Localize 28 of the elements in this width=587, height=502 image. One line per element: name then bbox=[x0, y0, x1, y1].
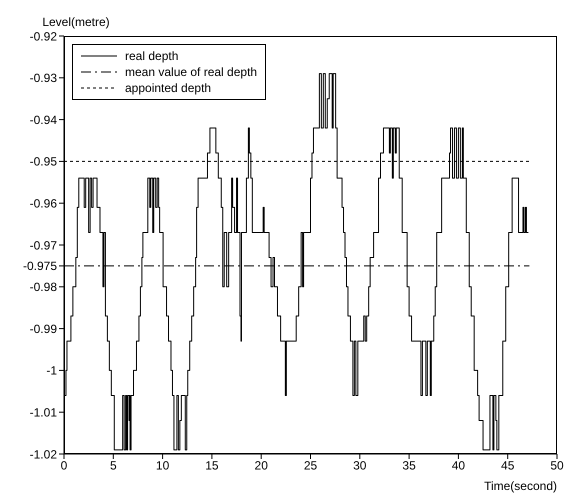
y-axis-title: Level(metre) bbox=[42, 15, 110, 29]
x-tick-label: 30 bbox=[353, 458, 367, 473]
y-tick-label: -0.97 bbox=[30, 238, 58, 252]
x-tick-label: 0 bbox=[60, 458, 68, 473]
y-tick-label: -0.95 bbox=[30, 154, 58, 169]
y-tick-label: -0.96 bbox=[30, 196, 58, 210]
x-tick-label: 45 bbox=[501, 458, 515, 473]
x-tick-label: 50 bbox=[550, 458, 564, 473]
y-tick-label: -0.94 bbox=[30, 112, 58, 127]
y-tick-label: -0.92 bbox=[30, 29, 58, 44]
y-tick-label: -0.975 bbox=[22, 259, 58, 274]
legend-label: mean value of real depth bbox=[125, 64, 258, 80]
y-tick-label: -0.93 bbox=[30, 71, 58, 86]
y-tick-label: -1.02 bbox=[30, 447, 58, 462]
x-tick-label: 15 bbox=[205, 458, 219, 473]
legend-label: appointed depth bbox=[125, 80, 212, 96]
y-tick-label: -0.98 bbox=[30, 280, 58, 294]
y-tick-label: -1.01 bbox=[30, 405, 58, 420]
x-axis-title: Time(second) bbox=[484, 479, 557, 493]
x-tick-label: 25 bbox=[304, 458, 318, 473]
y-tick-label: -0.99 bbox=[30, 322, 58, 336]
legend-label: real depth bbox=[125, 48, 178, 64]
y-tick-label: -1 bbox=[46, 364, 58, 378]
x-tick-label: 40 bbox=[452, 458, 466, 473]
x-tick-label: 20 bbox=[254, 458, 268, 473]
x-tick-label: 5 bbox=[110, 458, 117, 473]
x-tick-label: 35 bbox=[402, 458, 416, 473]
x-tick-label: 10 bbox=[156, 458, 170, 473]
